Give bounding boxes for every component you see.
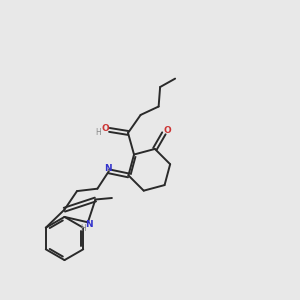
Text: O: O <box>164 126 171 135</box>
Text: N: N <box>85 220 92 229</box>
Text: O: O <box>101 124 109 133</box>
Text: H: H <box>96 128 101 137</box>
Text: H: H <box>80 224 86 233</box>
Text: N: N <box>104 164 111 173</box>
